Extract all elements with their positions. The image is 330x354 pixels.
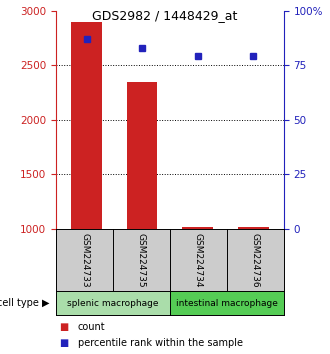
Text: GSM224736: GSM224736	[251, 233, 260, 287]
Text: intestinal macrophage: intestinal macrophage	[176, 298, 278, 308]
Bar	[238, 227, 269, 229]
Text: GSM224734: GSM224734	[194, 233, 203, 287]
Text: cell type ▶: cell type ▶	[0, 298, 50, 308]
Text: count: count	[78, 322, 105, 332]
Text: GSM224733: GSM224733	[80, 233, 89, 287]
Text: GDS2982 / 1448429_at: GDS2982 / 1448429_at	[92, 9, 238, 22]
Text: GSM224735: GSM224735	[137, 233, 146, 287]
Text: percentile rank within the sample: percentile rank within the sample	[78, 338, 243, 348]
Bar	[71, 22, 102, 229]
Bar	[127, 82, 157, 229]
Bar	[182, 227, 213, 229]
Text: splenic macrophage: splenic macrophage	[67, 298, 159, 308]
Text: ■: ■	[59, 338, 69, 348]
Text: ■: ■	[59, 322, 69, 332]
